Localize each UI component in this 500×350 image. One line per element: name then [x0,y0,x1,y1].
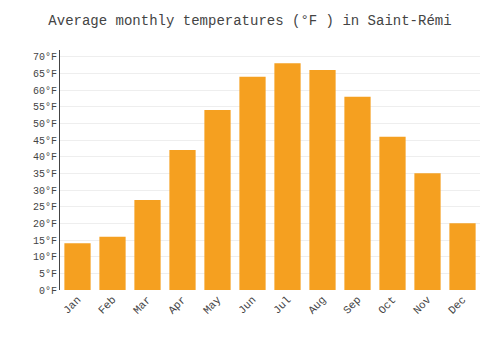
svg-text:40°F: 40°F [33,152,57,163]
svg-text:25°F: 25°F [33,202,57,213]
svg-text:10°F: 10°F [33,252,57,263]
svg-text:Jul: Jul [271,294,293,316]
svg-text:Mar: Mar [131,294,153,316]
svg-text:70°F: 70°F [33,52,57,63]
svg-text:20°F: 20°F [33,219,57,230]
svg-text:Apr: Apr [166,294,188,316]
svg-text:Aug: Aug [306,294,328,316]
svg-text:45°F: 45°F [33,136,57,147]
svg-text:Jan: Jan [61,294,83,316]
svg-text:0°F: 0°F [39,286,57,297]
svg-text:60°F: 60°F [33,86,57,97]
svg-text:May: May [201,294,224,317]
svg-text:Average monthly temperatures (: Average monthly temperatures (°F ) in Sa… [48,13,451,29]
svg-text:Feb: Feb [96,294,118,316]
svg-text:30°F: 30°F [33,186,57,197]
svg-text:Dec: Dec [446,294,468,316]
svg-text:Oct: Oct [376,294,398,316]
svg-text:5°F: 5°F [39,269,57,280]
svg-text:50°F: 50°F [33,119,57,130]
svg-text:Sep: Sep [341,294,363,316]
svg-text:65°F: 65°F [33,69,57,80]
svg-text:55°F: 55°F [33,102,57,113]
svg-text:15°F: 15°F [33,236,57,247]
svg-text:Nov: Nov [411,294,434,317]
svg-text:35°F: 35°F [33,169,57,180]
svg-text:Jun: Jun [236,294,258,316]
